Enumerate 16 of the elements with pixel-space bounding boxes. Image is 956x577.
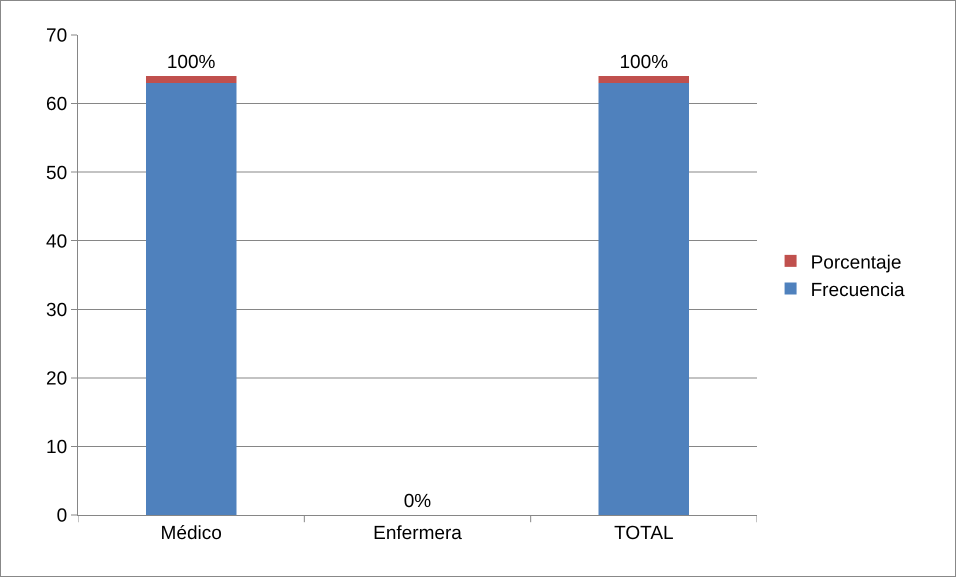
x-tick-label: TOTAL	[614, 522, 674, 544]
data-label: 100%	[619, 52, 668, 74]
legend-label: Porcentaje	[810, 252, 902, 274]
y-tick-label: 70	[46, 26, 68, 47]
data-label: 100%	[166, 52, 216, 74]
legend-label: Frecuencia	[810, 280, 905, 301]
x-tick-label: Médico	[160, 522, 222, 544]
y-tick-label: 60	[46, 94, 68, 116]
x-tick-label: Enfermera	[373, 522, 462, 544]
y-tick-label: 40	[46, 231, 68, 252]
y-tick-label: 0	[56, 506, 68, 527]
y-tick-label: 20	[46, 368, 68, 390]
y-tick-label: 10	[46, 437, 68, 458]
y-tick-label: 30	[46, 300, 68, 321]
data-label: 0%	[404, 491, 432, 512]
y-tick-label: 50	[46, 162, 68, 184]
